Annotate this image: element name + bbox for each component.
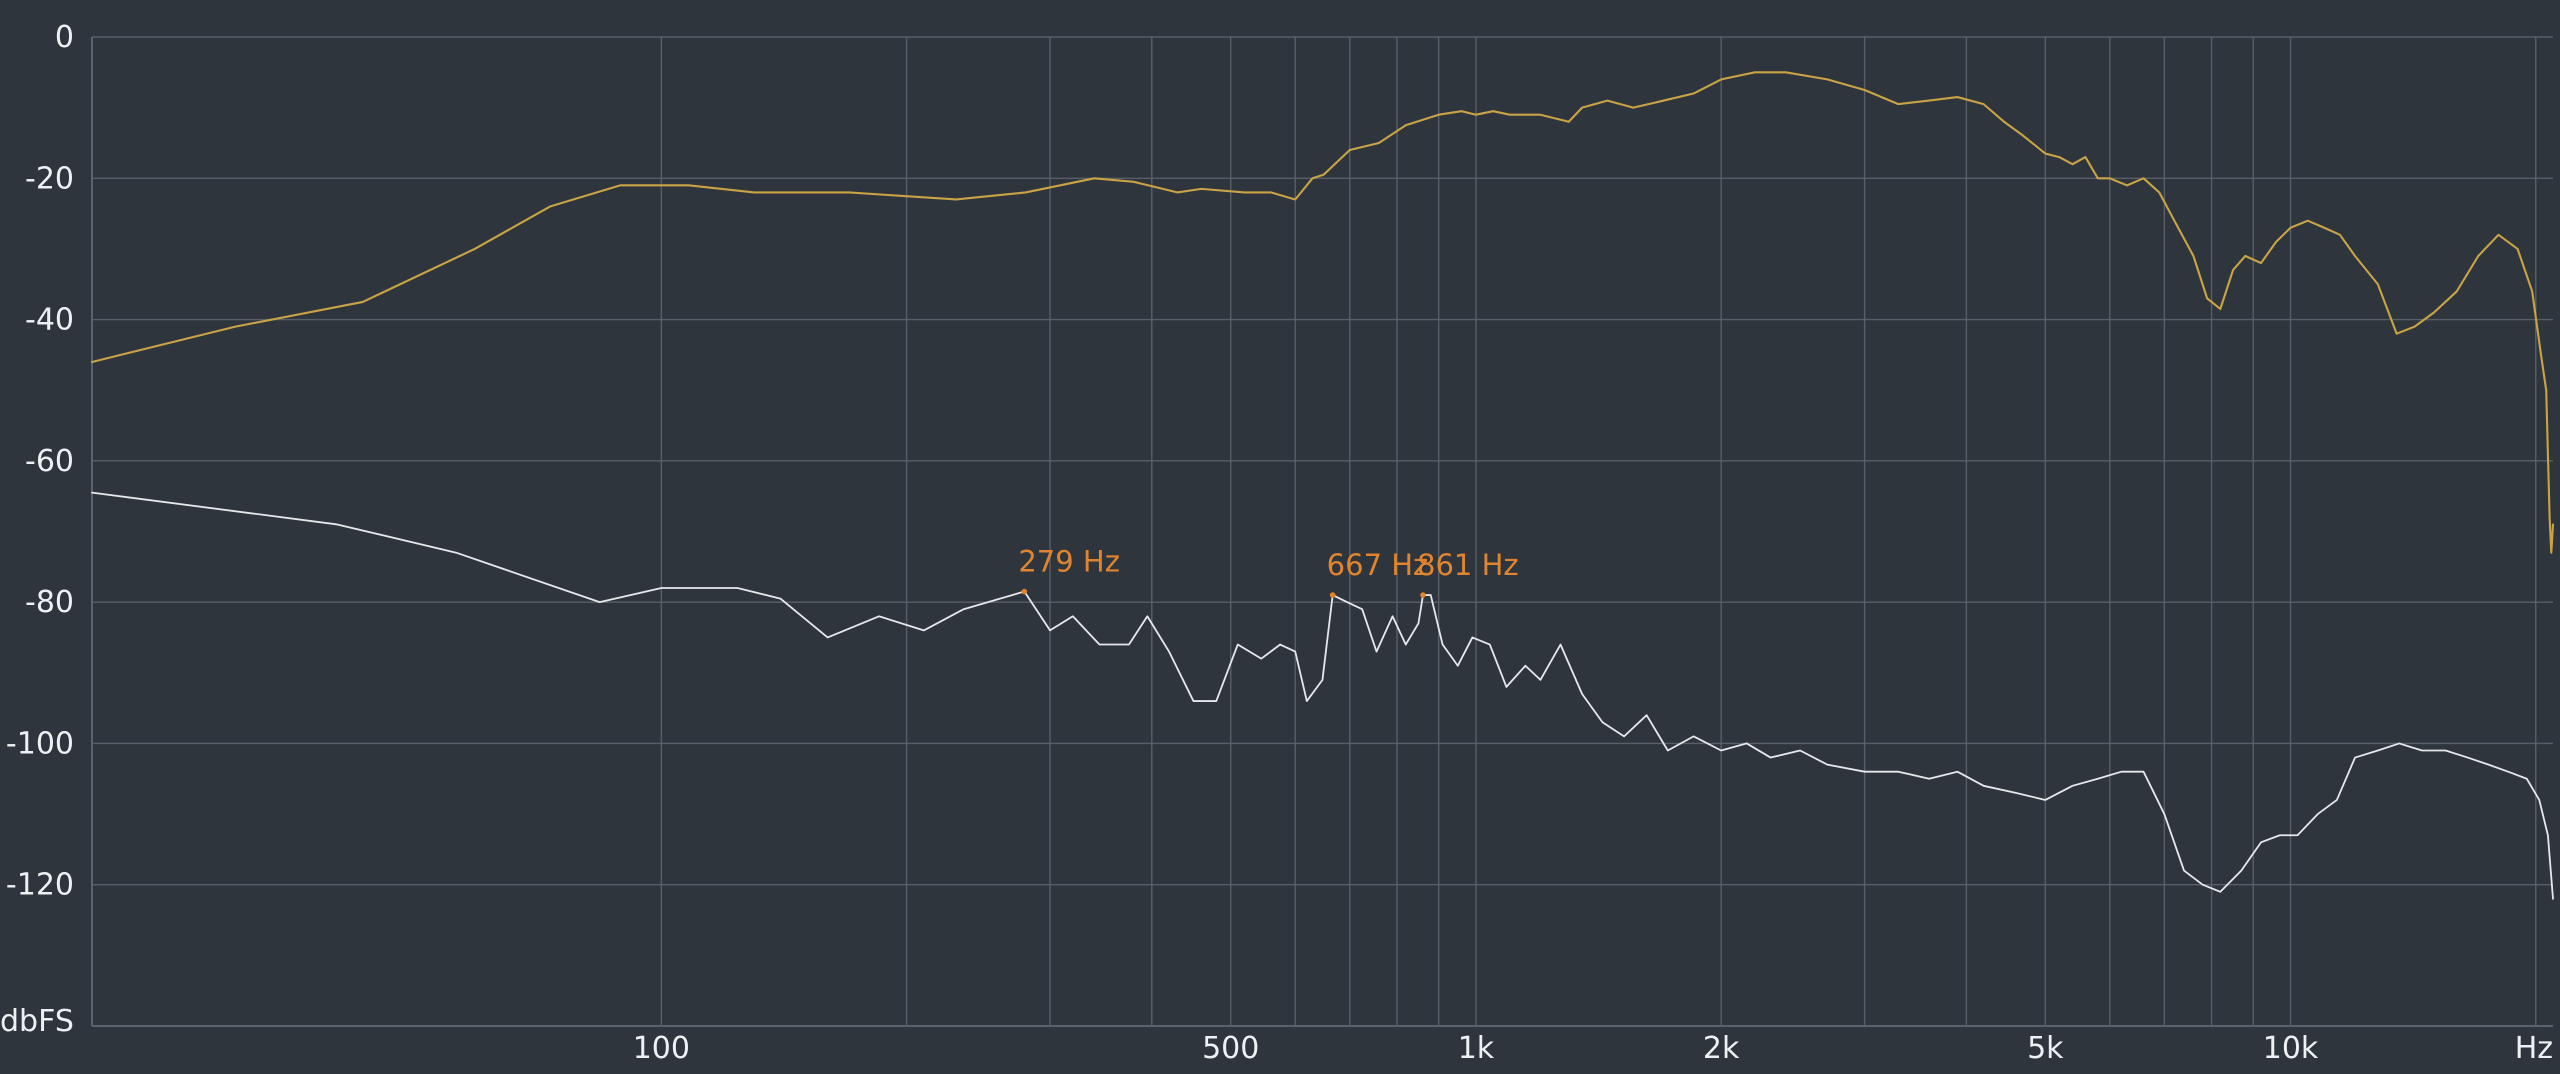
y-tick-label: -100 bbox=[6, 726, 74, 761]
x-axis-unit-label: Hz bbox=[2515, 1031, 2553, 1066]
series-layer bbox=[90, 71, 2555, 900]
x-axis: 100 500 1k 2k 5k 10k bbox=[633, 1031, 2319, 1066]
y-tick-label: -60 bbox=[25, 444, 74, 479]
peak-point bbox=[1329, 592, 1336, 598]
x-tick-label: 500 bbox=[1202, 1031, 1259, 1066]
peak-label: 667 Hz bbox=[1327, 548, 1429, 582]
x-tick-label: 10k bbox=[2263, 1031, 2319, 1066]
y-tick-label: 0 bbox=[55, 20, 74, 55]
x-tick-label: 5k bbox=[2027, 1031, 2064, 1066]
y-tick-label: -80 bbox=[25, 585, 74, 620]
y-tick-label: -40 bbox=[25, 303, 74, 338]
peak-label: 861 Hz bbox=[1417, 548, 1519, 582]
y-axis-unit-label: dbFS bbox=[0, 1004, 74, 1039]
x-tick-label: 2k bbox=[1703, 1031, 1740, 1066]
x-tick-label: 1k bbox=[1458, 1031, 1495, 1066]
y-tick-label: -120 bbox=[6, 868, 74, 903]
y-tick-label: -20 bbox=[25, 161, 74, 196]
white-series-line bbox=[91, 491, 2554, 900]
peak-point bbox=[1021, 588, 1028, 595]
peak-label: 279 Hz bbox=[1018, 545, 1120, 579]
gold-series-line bbox=[90, 71, 2555, 554]
x-tick-label: 100 bbox=[633, 1031, 690, 1066]
y-axis: 0 -20 -40 -60 -80 -100 -120 bbox=[6, 20, 74, 903]
peak-point bbox=[1420, 592, 1426, 598]
